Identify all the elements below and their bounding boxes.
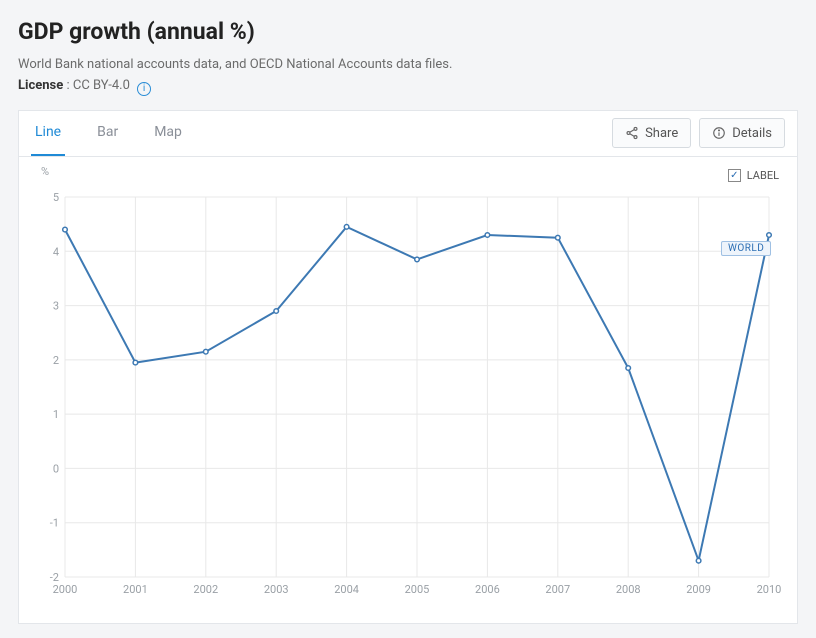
share-label: Share [645, 126, 678, 141]
svg-text:2007: 2007 [545, 583, 570, 596]
tab-map[interactable]: Map [150, 110, 186, 156]
svg-text:2004: 2004 [334, 583, 359, 596]
svg-text:2006: 2006 [475, 583, 500, 596]
label-toggle[interactable]: ✓ LABEL [728, 169, 779, 182]
svg-text:1: 1 [53, 408, 59, 421]
svg-text:0: 0 [53, 462, 59, 475]
svg-text:3: 3 [53, 299, 59, 312]
details-button[interactable]: Details [699, 118, 785, 148]
tab-bar-chart[interactable]: Bar [93, 110, 122, 156]
svg-text:2010: 2010 [757, 583, 782, 596]
svg-text:2001: 2001 [123, 583, 148, 596]
chart-area: % ✓ LABEL -2-101234520002001200220032004… [19, 157, 797, 623]
data-source-subtitle: World Bank national accounts data, and O… [18, 57, 798, 72]
chart-card: Line Bar Map Share [18, 110, 798, 624]
svg-text:2002: 2002 [193, 583, 218, 596]
line-chart: -2-1012345200020012002200320042005200620… [35, 167, 783, 607]
license-line: License : CC BY-4.0 i [18, 78, 798, 96]
tabs: Line Bar Map [31, 110, 186, 156]
tab-bar: Line Bar Map Share [19, 111, 797, 157]
label-toggle-text: LABEL [747, 169, 779, 182]
svg-text:2003: 2003 [264, 583, 289, 596]
details-icon [712, 126, 726, 140]
svg-text:2005: 2005 [405, 583, 430, 596]
svg-text:2009: 2009 [686, 583, 711, 596]
tab-line[interactable]: Line [31, 110, 65, 156]
details-label: Details [732, 126, 772, 141]
series-label-world[interactable]: WORLD [721, 241, 771, 256]
share-button[interactable]: Share [612, 118, 691, 148]
toolbar: Share Details [612, 118, 785, 148]
share-icon [625, 126, 639, 140]
svg-text:-1: -1 [50, 516, 59, 529]
svg-text:4: 4 [53, 245, 59, 258]
svg-text:2008: 2008 [616, 583, 641, 596]
info-icon[interactable]: i [137, 82, 151, 96]
license-value: CC BY-4.0 [73, 78, 130, 93]
svg-text:5: 5 [53, 191, 59, 204]
svg-text:2: 2 [53, 353, 59, 366]
checkbox-icon: ✓ [728, 169, 741, 182]
y-axis-unit: % [41, 165, 49, 178]
svg-text:2000: 2000 [53, 583, 78, 596]
license-label: License [18, 78, 63, 93]
page-title: GDP growth (annual %) [18, 18, 798, 45]
